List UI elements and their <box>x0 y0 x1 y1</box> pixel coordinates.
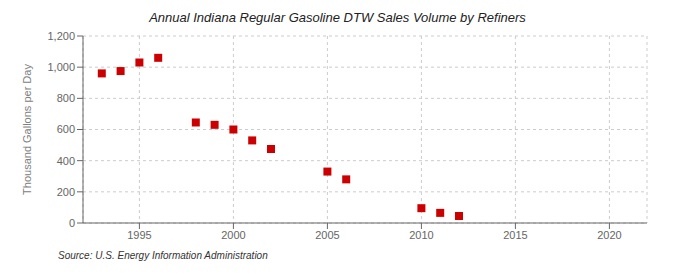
svg-text:Thousand Gallons per Day: Thousand Gallons per Day <box>21 64 33 195</box>
svg-text:400: 400 <box>57 155 75 167</box>
svg-text:1995: 1995 <box>127 229 151 241</box>
html-text:Source: U.S. Energy Informatio: Source: U.S. Energy Information Administ… <box>58 250 268 261</box>
svg-text:2010: 2010 <box>409 229 433 241</box>
html-text:Annual Indiana Regular Gasolin: Annual Indiana Regular Gasoline DTW Sale… <box>149 10 526 25</box>
svg-text:2020: 2020 <box>597 229 621 241</box>
svg-text:1,000: 1,000 <box>47 61 75 73</box>
svg-text:600: 600 <box>57 123 75 135</box>
svg-text:0: 0 <box>69 217 75 229</box>
svg-text:800: 800 <box>57 92 75 104</box>
svg-text:2000: 2000 <box>221 229 245 241</box>
svg-text:2005: 2005 <box>315 229 339 241</box>
svg-text:2015: 2015 <box>503 229 527 241</box>
svg-text:200: 200 <box>57 186 75 198</box>
svg-text:1,200: 1,200 <box>47 30 75 42</box>
